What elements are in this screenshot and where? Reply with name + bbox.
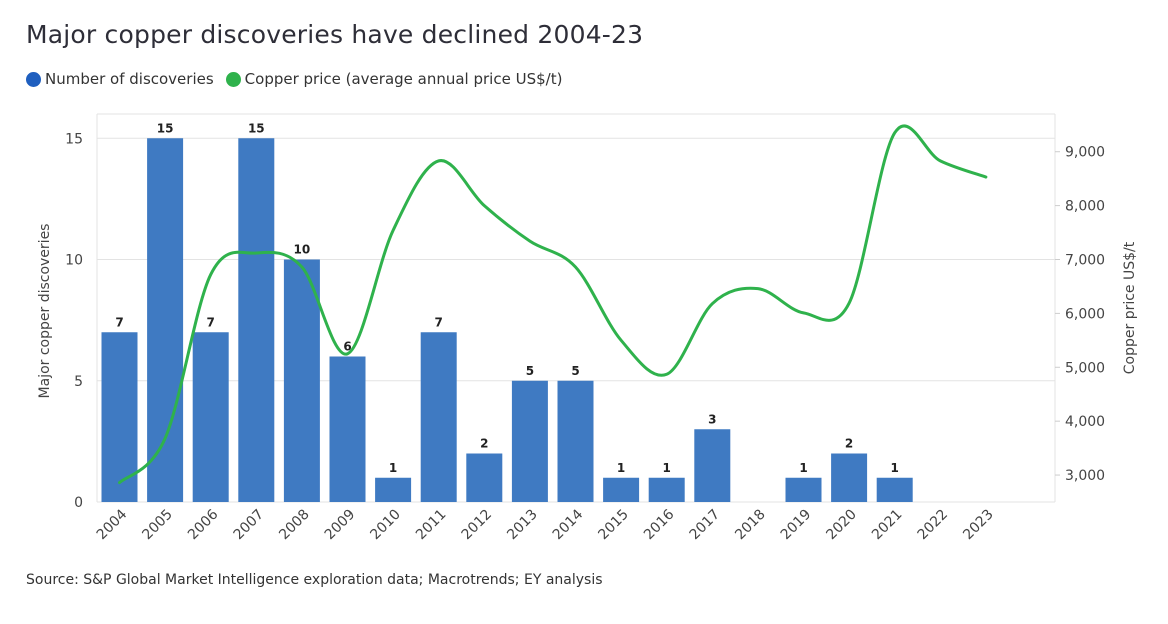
- bar-2004: [101, 332, 138, 502]
- data-label-2013: 5: [526, 364, 534, 378]
- legend-swatch-discoveries: [26, 71, 41, 87]
- data-label-2008: 10: [294, 243, 311, 257]
- legend: Number of discoveries Copper price (aver…: [26, 70, 574, 88]
- x-tick-label: 2019: [778, 507, 815, 544]
- x-tick-label: 2010: [367, 507, 404, 544]
- bar-2014: [557, 380, 594, 502]
- y-tick-label: 5: [74, 374, 83, 390]
- x-tick-label: 2008: [276, 507, 313, 544]
- x-tick-label: 2005: [139, 507, 176, 544]
- data-label-2006: 7: [207, 315, 215, 329]
- bar-2017: [694, 429, 731, 502]
- data-label-2014: 5: [571, 364, 579, 378]
- bar-2020: [831, 453, 868, 502]
- legend-label-discoveries: Number of discoveries: [45, 70, 214, 88]
- y-tick-label: 10: [65, 253, 83, 269]
- x-tick-label: 2014: [550, 506, 587, 543]
- y-axis-title: Major copper discoveries: [37, 224, 53, 399]
- bar-2011: [420, 332, 457, 502]
- x-tick-label: 2006: [185, 506, 222, 543]
- data-label-2007: 15: [248, 121, 265, 135]
- legend-swatch-copper-price: [225, 71, 241, 87]
- x-tick-label: 2017: [687, 507, 724, 544]
- bar-2009: [329, 356, 366, 502]
- data-label-2011: 7: [435, 315, 443, 329]
- legend-item-copper-price: Copper price (average annual price US$/t…: [225, 70, 563, 88]
- x-tick-label: 2023: [960, 507, 997, 544]
- copper-price-line: [118, 124, 988, 485]
- data-label-2016: 1: [663, 461, 671, 475]
- legend-label-copper-price: Copper price (average annual price US$/t…: [244, 70, 563, 88]
- y2-tick-label: 3,000: [1065, 468, 1105, 484]
- bar-2015: [603, 477, 640, 502]
- y2-tick-label: 9,000: [1065, 145, 1105, 161]
- bar-2013: [511, 380, 548, 502]
- chart-title: Major copper discoveries have declined 2…: [26, 20, 644, 49]
- bar-2006: [192, 332, 229, 502]
- data-label-2019: 1: [799, 461, 807, 475]
- data-label-2010: 1: [389, 461, 397, 475]
- data-label-2012: 2: [480, 437, 488, 451]
- x-tick-label: 2012: [459, 507, 496, 544]
- data-label-2015: 1: [617, 461, 625, 475]
- source-note: Source: S&P Global Market Intelligence e…: [26, 572, 603, 588]
- data-label-2004: 7: [115, 315, 123, 329]
- x-tick-label: 2020: [823, 507, 860, 544]
- legend-item-discoveries: Number of discoveries: [26, 70, 214, 88]
- data-label-2021: 1: [891, 461, 899, 475]
- x-tick-label: 2016: [641, 506, 678, 543]
- x-tick-label: 2004: [94, 506, 131, 543]
- data-label-2020: 2: [845, 437, 853, 451]
- x-tick-label: 2007: [231, 507, 268, 544]
- bar-2010: [375, 477, 412, 502]
- y2-tick-label: 8,000: [1065, 199, 1105, 215]
- y2-tick-label: 4,000: [1065, 414, 1105, 430]
- y-tick-label: 15: [65, 131, 83, 147]
- y-tick-label: 0: [74, 495, 83, 511]
- bar-2019: [785, 477, 822, 502]
- y2-tick-label: 5,000: [1065, 360, 1105, 376]
- x-tick-label: 2022: [915, 507, 952, 544]
- bar-2012: [466, 453, 503, 502]
- data-label-2017: 3: [708, 412, 716, 426]
- bar-2007: [238, 138, 275, 502]
- bar-2008: [283, 259, 320, 502]
- x-tick-label: 2021: [869, 507, 906, 544]
- x-tick-label: 2018: [732, 507, 769, 544]
- bar-2016: [648, 477, 685, 502]
- x-tick-label: 2013: [504, 507, 541, 544]
- x-tick-label: 2015: [595, 507, 632, 544]
- y2-axis-title: Copper price US$/t: [1122, 241, 1138, 374]
- bar-2005: [147, 138, 184, 502]
- data-label-2009: 6: [343, 340, 351, 354]
- bar-2021: [876, 477, 913, 502]
- x-tick-label: 2011: [413, 507, 450, 544]
- y2-tick-label: 6,000: [1065, 306, 1105, 322]
- data-label-2005: 15: [157, 121, 174, 135]
- y2-tick-label: 7,000: [1065, 253, 1105, 269]
- x-tick-label: 2009: [322, 507, 359, 544]
